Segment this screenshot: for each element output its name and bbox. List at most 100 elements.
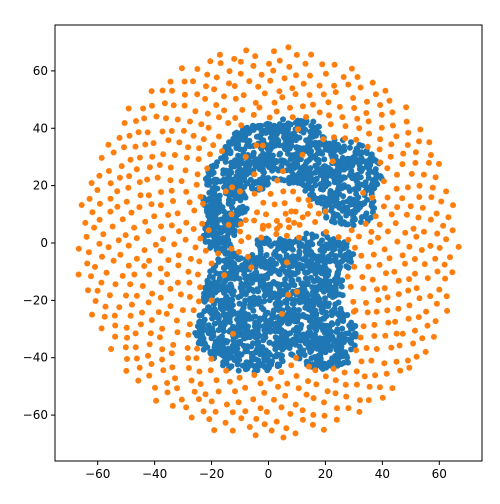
orange-point xyxy=(232,115,239,121)
orange-point xyxy=(114,203,121,210)
orange-point xyxy=(399,330,406,337)
orange-point xyxy=(394,238,401,245)
orange-point xyxy=(389,109,396,116)
blue-point xyxy=(307,347,314,354)
orange-point xyxy=(350,95,357,101)
orange-point xyxy=(285,291,292,298)
orange-point xyxy=(174,210,181,217)
blue-point xyxy=(249,122,256,129)
blue-point xyxy=(224,233,231,240)
x-tick-label: 20 xyxy=(318,467,333,481)
orange-point xyxy=(413,353,420,360)
x-tick-label: 60 xyxy=(432,467,447,481)
blue-point xyxy=(365,170,372,177)
blue-point xyxy=(295,261,302,268)
orange-point xyxy=(197,284,204,291)
orange-point xyxy=(167,164,174,171)
orange-point xyxy=(127,281,134,288)
orange-point xyxy=(357,334,364,341)
orange-point xyxy=(445,214,452,221)
orange-point xyxy=(360,189,367,196)
blue-point xyxy=(312,182,319,189)
orange-point xyxy=(122,232,129,239)
blue-point xyxy=(338,185,345,192)
orange-point xyxy=(116,304,123,311)
orange-point xyxy=(216,114,222,121)
y-tick-label: 20 xyxy=(33,179,48,193)
orange-point xyxy=(131,271,138,278)
blue-point xyxy=(321,261,328,267)
blue-point xyxy=(243,359,250,366)
blue-point xyxy=(247,176,254,183)
blue-point xyxy=(358,181,365,188)
blue-point xyxy=(267,289,274,296)
blue-point xyxy=(312,152,319,159)
blue-point xyxy=(263,252,270,258)
orange-point xyxy=(293,354,299,361)
blue-point xyxy=(266,339,273,346)
orange-point xyxy=(193,181,200,188)
orange-point xyxy=(455,243,462,250)
blue-point xyxy=(209,274,216,281)
blue-point xyxy=(223,297,230,304)
orange-point xyxy=(384,307,391,314)
orange-point xyxy=(326,112,332,119)
orange-point xyxy=(386,97,393,104)
blue-point xyxy=(212,234,219,241)
blue-point xyxy=(332,153,339,160)
blue-point xyxy=(272,340,279,346)
orange-point xyxy=(226,378,233,385)
orange-point xyxy=(416,138,422,145)
blue-point xyxy=(325,180,332,187)
orange-point xyxy=(185,355,191,362)
blue-point xyxy=(278,125,285,132)
blue-point xyxy=(194,332,200,339)
blue-point xyxy=(204,344,211,351)
blue-point xyxy=(317,255,324,262)
orange-point xyxy=(197,381,204,387)
orange-point xyxy=(381,285,388,292)
blue-point xyxy=(334,291,341,298)
orange-point xyxy=(430,333,437,340)
blue-point xyxy=(327,289,334,296)
orange-point xyxy=(133,235,140,242)
orange-point xyxy=(339,114,346,121)
blue-point xyxy=(263,353,270,360)
blue-point xyxy=(306,328,313,335)
blue-point xyxy=(304,259,311,266)
blue-point xyxy=(223,352,230,359)
orange-point xyxy=(322,70,329,77)
orange-point xyxy=(205,124,212,131)
blue-point xyxy=(319,237,325,244)
blue-point xyxy=(261,257,268,264)
orange-point xyxy=(152,241,159,248)
orange-point xyxy=(197,193,204,200)
blue-point xyxy=(277,150,284,157)
orange-point xyxy=(207,151,213,158)
x-tick-label: −60 xyxy=(85,467,110,481)
blue-point xyxy=(350,251,357,258)
orange-point xyxy=(368,228,375,235)
orange-point xyxy=(228,211,235,218)
blue-point xyxy=(225,345,232,352)
orange-point xyxy=(310,411,317,418)
orange-point xyxy=(351,105,358,111)
orange-point xyxy=(350,308,357,315)
orange-point xyxy=(429,184,436,191)
blue-point xyxy=(276,299,283,306)
blue-point xyxy=(236,350,243,357)
blue-point xyxy=(237,176,244,183)
blue-point xyxy=(203,206,210,213)
orange-point xyxy=(186,293,193,300)
orange-point xyxy=(127,312,134,319)
orange-point xyxy=(139,283,146,289)
orange-series-layer xyxy=(75,44,462,441)
y-tick-label: −60 xyxy=(23,408,48,422)
orange-point xyxy=(281,75,288,82)
orange-point xyxy=(332,89,339,96)
blue-point xyxy=(209,239,216,245)
orange-point xyxy=(185,268,192,275)
orange-point xyxy=(363,345,370,351)
orange-point xyxy=(273,418,280,425)
orange-point xyxy=(186,321,193,328)
